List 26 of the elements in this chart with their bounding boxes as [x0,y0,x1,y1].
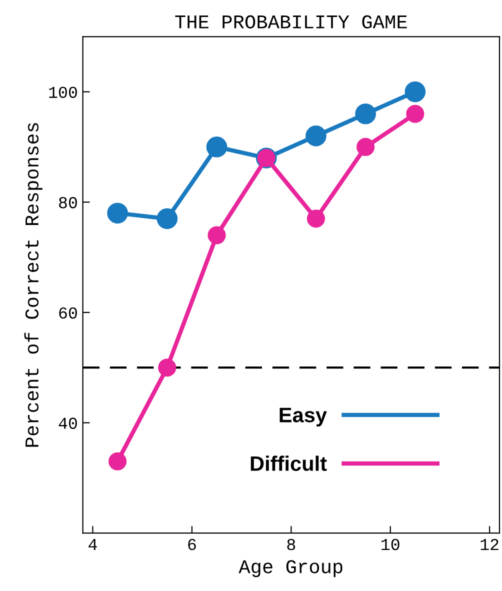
x-tick-label: 8 [287,538,296,550]
legend-label: Easy [280,408,327,427]
x-tick-label: 12 [480,538,498,550]
point [108,452,127,470]
point [156,208,178,230]
point [306,126,326,146]
point [356,138,375,156]
point [355,103,376,124]
x-tick-label: 10 [382,538,400,550]
x-tick-label: 6 [188,538,196,550]
point [406,104,424,123]
point [404,81,426,102]
legend-label: Difficult [250,456,327,471]
point [206,136,228,158]
point [107,202,128,224]
point [158,358,176,377]
y-tick-label: 100 [49,86,77,98]
point [208,226,226,244]
x-axis-title: Age Group [238,560,342,578]
point [306,210,325,228]
y-tick-label: 80 [59,197,77,208]
x-tick-label: 4 [88,539,97,550]
y-tick-label: 60 [59,307,77,319]
y-tick-label: 40 [58,418,77,429]
chart-title: THE PROBABILITY GAME [175,15,407,28]
y-axis-title: Percent of Correct Responses [24,123,42,447]
